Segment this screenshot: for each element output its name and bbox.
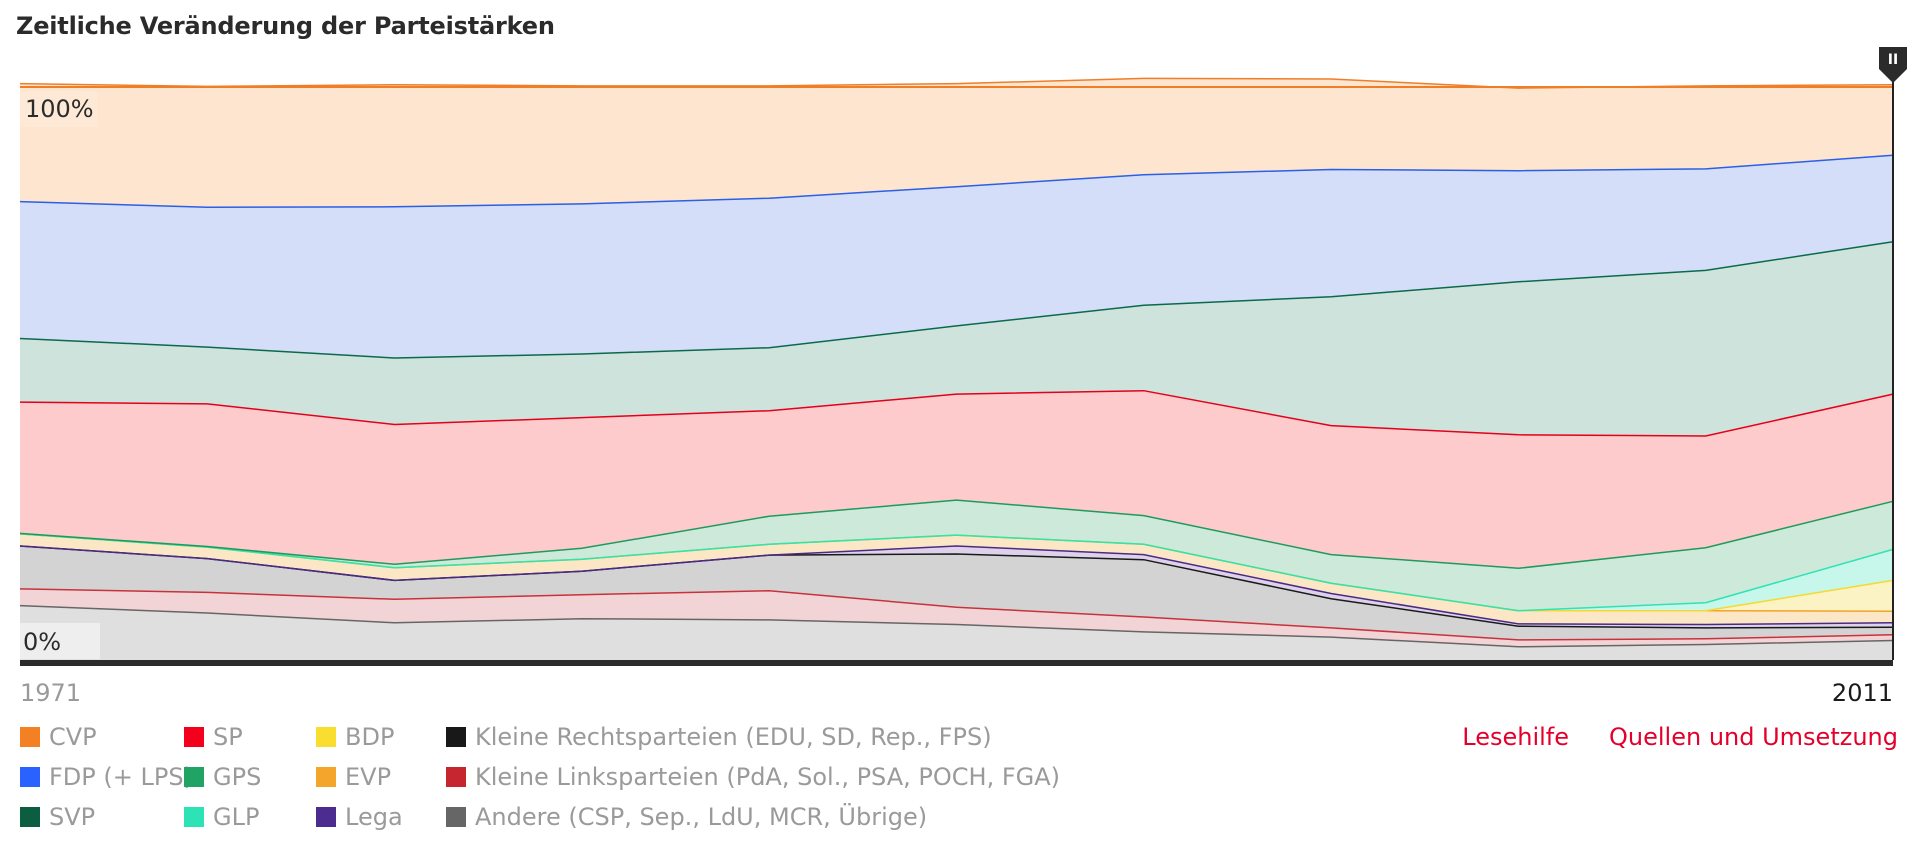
area-evp <box>20 533 1893 625</box>
line-fdp-lps <box>19 154 1894 209</box>
legend-label: EVP <box>345 763 392 791</box>
legend-label: FDP (+ LPS) <box>49 763 193 791</box>
legend-swatch <box>184 807 204 827</box>
legend-item-cvp[interactable]: CVP <box>20 723 97 751</box>
y-label-top-box <box>20 91 98 127</box>
time-cursor-handle[interactable] <box>1879 47 1907 83</box>
y-label-bottom: 0% <box>23 628 61 656</box>
legend-item-evp[interactable]: EVP <box>316 763 391 791</box>
area-kleine-rechtsparteien-edu-sd-rep-fps <box>20 546 1893 640</box>
line-gps <box>19 499 1894 570</box>
legend-swatch <box>446 727 466 747</box>
legend-label: Kleine Linksparteien (PdA, Sol., PSA, PO… <box>475 763 1061 791</box>
area-kleine-linksparteien-pda-sol-psa-poch-fga <box>20 588 1893 647</box>
legend-item-bdp[interactable]: BDP <box>316 723 394 751</box>
legend-swatch <box>316 767 336 787</box>
line-sp <box>19 389 1894 437</box>
legend-label: GLP <box>213 803 260 831</box>
y-label-top: 100% <box>25 95 94 123</box>
line-glp <box>19 533 1894 612</box>
legend-label: GPS <box>213 763 262 791</box>
legend-swatch <box>20 727 40 747</box>
area-sp <box>20 390 1893 569</box>
area-gps <box>20 500 1893 611</box>
x-label-start: 1971 <box>20 679 81 707</box>
legend-item-glp[interactable]: GLP <box>184 803 259 831</box>
time-cursor-glyph: II <box>1888 52 1898 68</box>
legend-label: SP <box>213 723 243 751</box>
legend-label: Kleine Rechtsparteien (EDU, SD, Rep., FP… <box>475 723 992 751</box>
line-kleine-linksparteien-pda-sol-psa-poch-fga <box>19 588 1894 641</box>
legend-item-lega[interactable]: Lega <box>316 803 403 831</box>
legend: CVP FDP (+ LPS) SVP SP GPS GLP BDP EVP Lega Klein… <box>20 723 1120 843</box>
legend-item-kleine-rechtsparteien-edu-sd-rep-fps[interactable]: Kleine Rechtsparteien (EDU, SD, Rep., FP… <box>446 723 992 751</box>
legend-item-svp[interactable]: SVP <box>20 803 95 831</box>
legend-item-gps[interactable]: GPS <box>184 763 261 791</box>
chart-title: Zeitliche Veränderung der Parteistärken <box>16 12 555 40</box>
area-andere-csp-sep-ldu-mcr-brige <box>20 605 1893 660</box>
legend-label: Andere (CSP, Sep., LdU, MCR, Übrige) <box>475 803 928 831</box>
area-cvp <box>20 78 1893 208</box>
legend-swatch <box>446 807 466 827</box>
legend-label: SVP <box>49 803 96 831</box>
legend-item-kleine-linksparteien-pda-sol-psa-poch-fga[interactable]: Kleine Linksparteien (PdA, Sol., PSA, PO… <box>446 763 1060 791</box>
legend-label: CVP <box>49 723 97 751</box>
line-andere-csp-sep-ldu-mcr-brige <box>19 604 1894 648</box>
line-lega <box>19 545 1894 626</box>
legend-swatch <box>316 727 336 747</box>
y-label-bottom-box <box>20 623 100 659</box>
legend-swatch <box>20 767 40 787</box>
line-svp <box>19 240 1894 359</box>
legend-item-fdp-lps[interactable]: FDP (+ LPS) <box>20 763 193 791</box>
legend-swatch <box>184 767 204 787</box>
x-label-end: 2011 <box>1832 679 1893 707</box>
chart-links: Lesehilfe Quellen und Umsetzung <box>1462 723 1898 751</box>
legend-swatch <box>446 767 466 787</box>
legend-item-sp[interactable]: SP <box>184 723 243 751</box>
legend-label: BDP <box>345 723 395 751</box>
legend-swatch <box>316 807 336 827</box>
legend-label: Lega <box>345 803 403 831</box>
stacked-area-chart: II 100% 0% 1971 2011 <box>19 47 1907 707</box>
legend-item-andere-csp-sep-ldu-mcr-brige[interactable]: Andere (CSP, Sep., LdU, MCR, Übrige) <box>446 803 927 831</box>
help-link[interactable]: Lesehilfe <box>1462 723 1570 751</box>
area-svp <box>20 241 1893 436</box>
sources-link[interactable]: Quellen und Umsetzung <box>1609 723 1898 751</box>
legend-swatch <box>184 727 204 747</box>
legend-swatch <box>20 807 40 827</box>
